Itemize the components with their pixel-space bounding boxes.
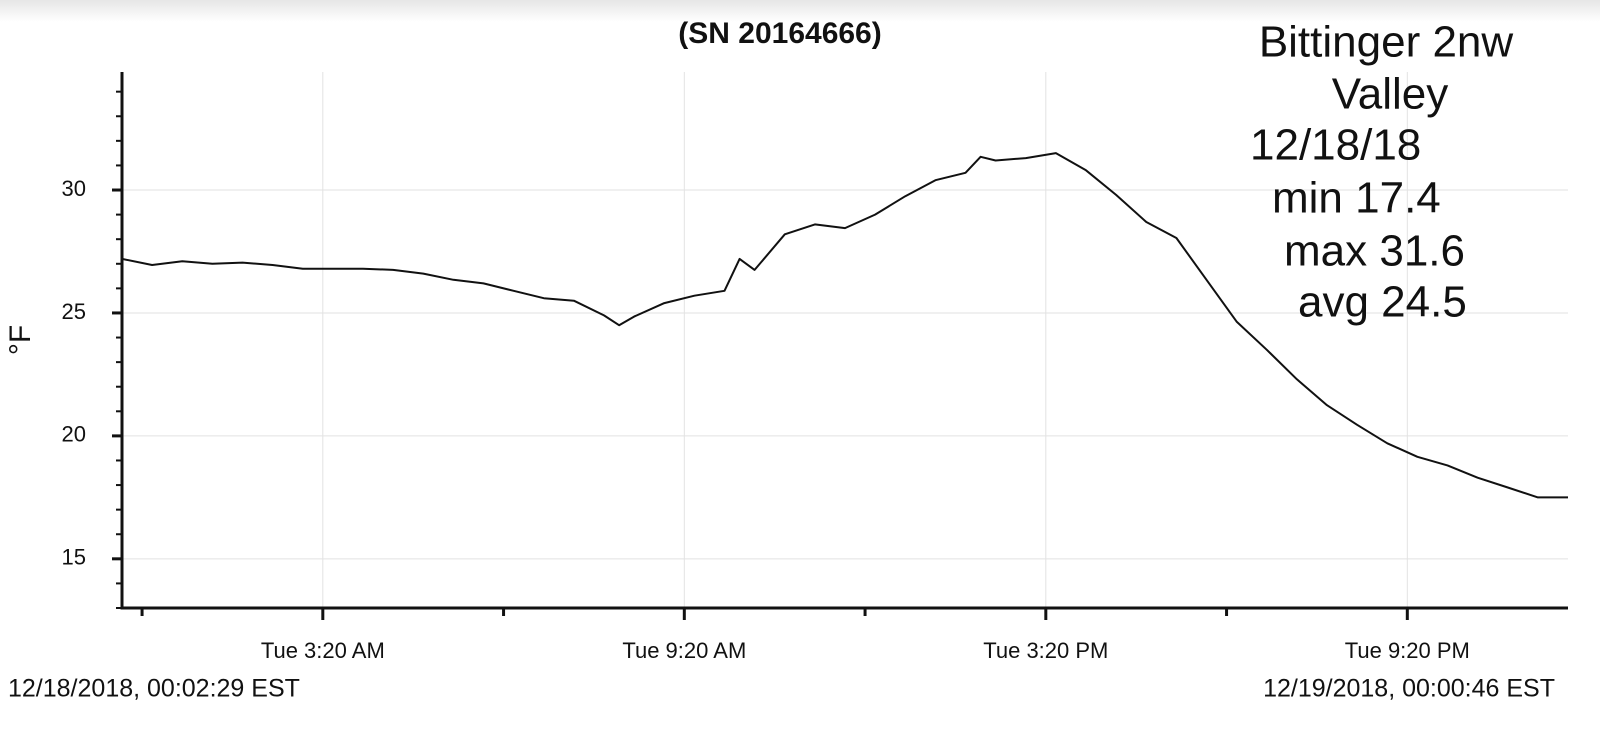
start-time: 12/18/2018, 00:02:29 EST [8, 675, 300, 703]
x-tick-label: Tue 9:20 AM [622, 638, 746, 663]
chart-title: (SN 20164666) [678, 17, 881, 50]
annotation-line: min 17.4 [1272, 174, 1441, 223]
y-axis-label: °F [4, 325, 37, 355]
annotation-line: max 31.6 [1284, 227, 1465, 276]
y-tick-label: 25 [62, 299, 86, 324]
annotation-line: 12/18/18 [1250, 121, 1421, 170]
y-tick-label: 20 [62, 422, 86, 447]
plot: 15 20 25 30 Tue 3:20 AM Tue 9:20 AM Tue 3:20 P… [62, 72, 1568, 663]
annotation-line: avg 24.5 [1298, 278, 1467, 327]
data-line [121, 152, 1568, 499]
annotation-line: Valley [1332, 70, 1449, 119]
x-tick-label: Tue 3:20 AM [261, 638, 385, 663]
y-tick-label: 15 [62, 545, 86, 570]
x-tick-label: Tue 3:20 PM [983, 638, 1108, 663]
annotation-line: Bittinger 2nw [1259, 18, 1514, 67]
x-tick-label: Tue 9:20 PM [1345, 638, 1470, 663]
top-shade [0, 0, 1600, 22]
end-time: 12/19/2018, 00:00:46 EST [1263, 675, 1555, 703]
y-tick-label: 30 [62, 176, 86, 201]
